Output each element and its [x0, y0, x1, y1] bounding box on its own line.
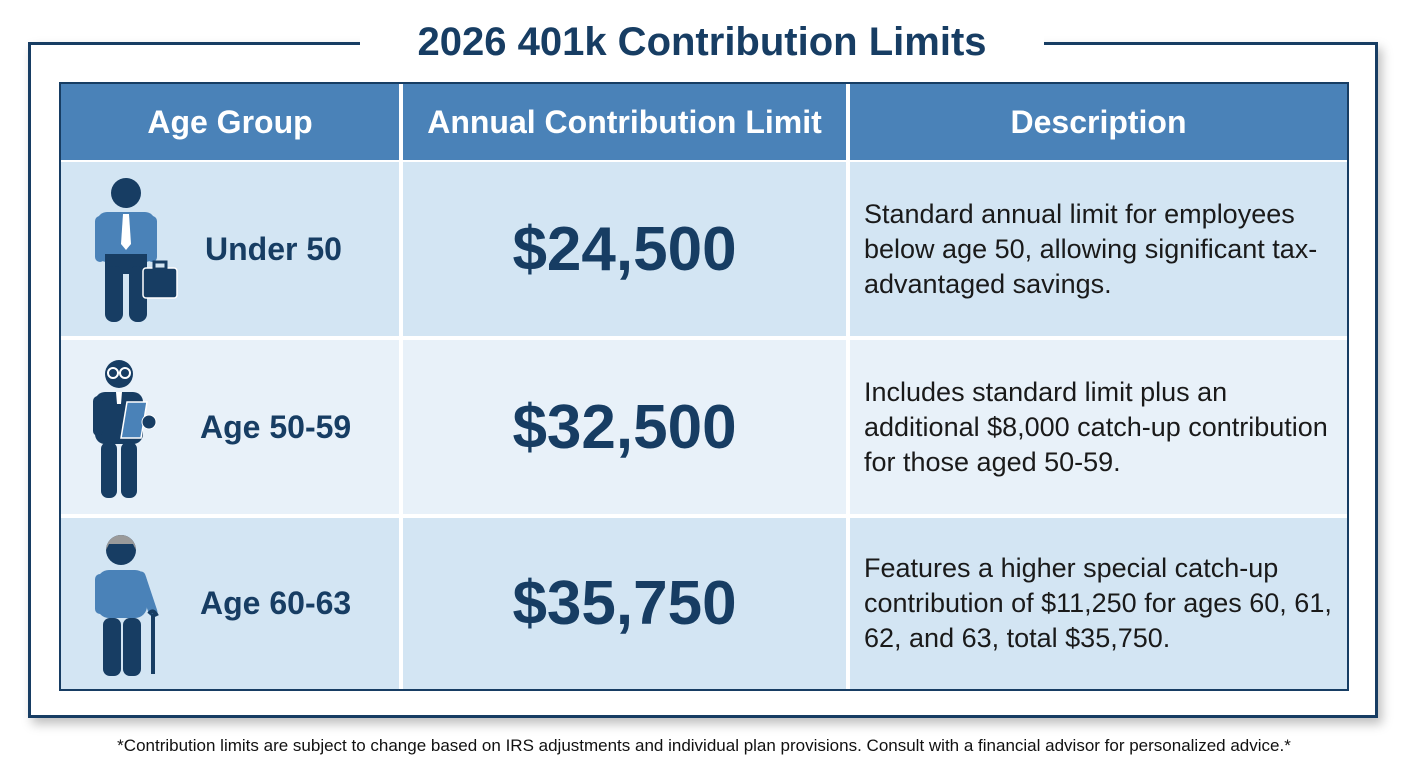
age-cell: Under 50: [61, 162, 399, 336]
header-age-group: Age Group: [61, 84, 399, 160]
page-title: 2026 401k Contribution Limits: [360, 14, 1044, 70]
header-annual-limit: Annual Contribution Limit: [403, 84, 846, 160]
limit-description: Includes standard limit plus an addition…: [850, 340, 1347, 514]
header-description: Description: [850, 84, 1347, 160]
limit-amount: $35,750: [403, 518, 846, 689]
age-group-label: Under 50: [205, 230, 342, 267]
age-cell: Age 50-59: [61, 340, 399, 514]
age-cell: Age 60-63: [61, 518, 399, 689]
limit-amount: $24,500: [403, 162, 846, 336]
elderly-man-cane-icon: [95, 535, 159, 676]
limit-description: Features a higher special catch-up contr…: [850, 518, 1347, 689]
limit-description: Standard annual limit for employees belo…: [850, 162, 1347, 336]
age-group-label: Age 60-63: [200, 585, 352, 621]
businessman-briefcase-icon: [95, 178, 178, 322]
footnote: *Contribution limits are subject to chan…: [117, 736, 1291, 755]
contribution-table: Age Group Annual Contribution Limit Desc…: [59, 82, 1349, 691]
limit-amount: $32,500: [403, 340, 846, 514]
age-group-label: Age 50-59: [200, 408, 352, 445]
man-glasses-clipboard-icon: [93, 360, 157, 498]
